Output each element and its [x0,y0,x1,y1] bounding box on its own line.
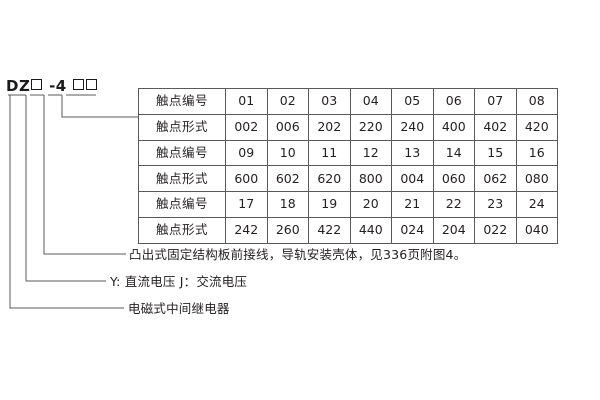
table-cell: 24 [515,191,558,218]
table-cell: 440 [349,216,392,244]
annotation-voltage: Y: 直流电压 J：交流电压 [110,274,248,289]
table-row: 触点形式 002 006 202 220 240 400 402 420 [138,113,558,141]
table-cell: 05 [391,88,434,115]
row-label: 触点形式 [138,165,226,193]
table-cell: 04 [349,88,392,115]
table-cell: 800 [349,165,392,193]
table-body: 触点编号 01 02 03 04 05 06 07 08 触点形式 002 00… [138,88,558,244]
table-cell: 040 [515,216,558,244]
table-cell: 12 [349,139,392,167]
table-cell: 220 [349,113,392,141]
table-row: 触点编号 09 10 11 12 13 14 15 16 [138,139,558,167]
table-cell: 400 [432,113,475,141]
table-cell: 02 [266,88,309,115]
model-code-placeholder-3 [86,79,98,90]
leader-line-to-relay [9,95,124,309]
table-cell: 242 [225,216,268,244]
table-cell: 07 [474,88,517,115]
model-code-label: DZ -4 [6,79,98,94]
table-cell: 22 [432,191,475,218]
row-label: 触点编号 [138,191,226,218]
table-cell: 022 [474,216,517,244]
table-cell: 240 [391,113,434,141]
table-row: 触点编号 01 02 03 04 05 06 07 08 [138,88,558,115]
model-code-series: -4 [49,77,67,95]
table-cell: 23 [474,191,517,218]
table-cell: 004 [391,165,434,193]
table-cell: 602 [266,165,309,193]
table-row: 触点形式 242 260 422 440 024 204 022 040 [138,216,558,244]
table-cell: 21 [391,191,434,218]
table-row: 触点形式 600 602 620 800 004 060 062 080 [138,165,558,193]
row-label: 触点编号 [138,139,226,167]
leader-line-to-voltage [25,95,106,282]
model-code-placeholder-2 [73,79,85,90]
contact-specification-table: 触点编号 01 02 03 04 05 06 07 08 触点形式 002 00… [138,88,558,244]
table-cell: 420 [515,113,558,141]
model-code-prefix: DZ [6,77,31,95]
table-row: 触点编号 17 18 19 20 21 22 23 24 [138,191,558,218]
table-cell: 002 [225,113,268,141]
table-cell: 402 [474,113,517,141]
table-cell: 13 [391,139,434,167]
table-cell: 18 [266,191,309,218]
table-cell: 060 [432,165,475,193]
table-cell: 024 [391,216,434,244]
model-code-placeholder-1 [31,79,43,90]
table-cell: 16 [515,139,558,167]
row-label: 触点形式 [138,113,226,141]
table-cell: 17 [225,191,268,218]
table-cell: 422 [308,216,351,244]
table-cell: 08 [515,88,558,115]
table-cell: 09 [225,139,268,167]
table-cell: 03 [308,88,351,115]
leader-line-to-structure [43,95,126,255]
leader-line-to-table [61,95,138,118]
table-cell: 006 [266,113,309,141]
table-cell: 01 [225,88,268,115]
table-cell: 19 [308,191,351,218]
table-cell: 11 [308,139,351,167]
table-cell: 202 [308,113,351,141]
table-cell: 10 [266,139,309,167]
table-cell: 15 [474,139,517,167]
table-cell: 600 [225,165,268,193]
table-cell: 080 [515,165,558,193]
table-cell: 14 [432,139,475,167]
table-cell: 204 [432,216,475,244]
row-label: 触点编号 [138,88,226,115]
table-cell: 260 [266,216,309,244]
table-cell: 06 [432,88,475,115]
annotation-relay-type: 电磁式中间继电器 [128,301,230,316]
table-cell: 062 [474,165,517,193]
row-label: 触点形式 [138,216,226,244]
table-cell: 20 [349,191,392,218]
table-cell: 620 [308,165,351,193]
annotation-structure: 凸出式固定结构板前接线，导轨安装壳体，见336页附图4。 [129,247,467,262]
